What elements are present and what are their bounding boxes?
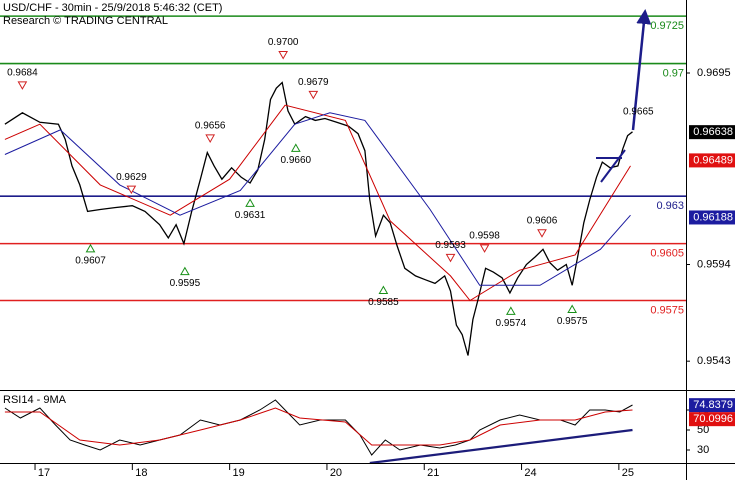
price-marker-label: 0.96638	[693, 126, 733, 138]
x-tick-label: 21	[427, 467, 439, 479]
price-marker	[689, 412, 735, 427]
y-tick-label: 50	[697, 424, 709, 436]
high-marker	[537, 229, 547, 238]
high-marker	[17, 81, 28, 90]
high-marker	[445, 253, 456, 263]
x-tick-label: 19	[233, 467, 245, 479]
high-label: 0.9684	[7, 67, 38, 78]
high-label: 0.9700	[268, 37, 299, 48]
level-label: 0.9605	[650, 248, 684, 260]
series-line	[4, 81, 633, 356]
low-marker	[505, 306, 516, 315]
price-marker-label: 70.0996	[693, 413, 733, 425]
series-line	[4, 104, 631, 302]
high-label: 0.9629	[116, 172, 147, 183]
high-marker	[308, 90, 319, 100]
series-line	[369, 428, 633, 463]
low-marker	[567, 304, 578, 314]
x-tick-label: 18	[135, 467, 147, 479]
high-label: 0.9656	[195, 121, 226, 132]
high-marker	[205, 134, 216, 143]
low-label: 0.9607	[75, 255, 106, 266]
low-marker	[85, 243, 96, 253]
x-tick-label: 20	[330, 467, 342, 479]
x-tick-label: 25	[622, 467, 634, 479]
price-marker	[689, 125, 735, 140]
high-label: 0.9679	[298, 77, 329, 88]
high-marker	[479, 244, 490, 253]
x-tick-label: 17	[38, 467, 50, 479]
price-marker	[689, 398, 735, 413]
y-tick-label: 0.9543	[697, 355, 731, 367]
high-marker	[126, 185, 137, 195]
panel-title: RSI14 - 9MA	[3, 394, 67, 406]
price-marker-label: 74.8379	[693, 399, 733, 411]
level-label: 0.963	[656, 200, 684, 212]
low-marker	[290, 143, 301, 152]
low-label: 0.9595	[170, 278, 201, 289]
y-tick-label: 0.9695	[697, 67, 731, 79]
series-line	[4, 407, 633, 446]
series-line	[4, 399, 633, 456]
high-label: 0.9598	[469, 231, 500, 242]
price-marker	[689, 210, 735, 225]
low-label: 0.9631	[235, 210, 266, 221]
low-label: 0.9585	[368, 297, 399, 308]
low-label: 0.9660	[281, 155, 312, 166]
low-label: 0.9574	[496, 318, 527, 329]
trend-line	[600, 149, 626, 183]
price-marker-label: 0.96188	[693, 211, 733, 223]
price-marker	[689, 153, 735, 168]
low-marker	[245, 198, 255, 207]
target-arrow	[631, 9, 652, 131]
x-tick-label: 24	[524, 467, 536, 479]
price-label: 0.9665	[623, 107, 654, 118]
chart-title: USD/CHF - 30min - 25/9/2018 5:46:32 (CET…	[3, 2, 222, 14]
y-tick-label: 30	[697, 444, 709, 456]
low-marker	[378, 285, 389, 295]
high-label: 0.9606	[527, 215, 558, 226]
chart-subtitle: Research © TRADING CENTRAL	[3, 15, 168, 27]
level-label: 0.97	[663, 67, 684, 79]
level-label: 0.9725	[650, 20, 684, 32]
y-tick-label: 0.9594	[697, 258, 731, 270]
level-label: 0.9575	[650, 304, 684, 316]
low-marker	[180, 266, 190, 276]
series-line	[4, 112, 631, 286]
low-label: 0.9575	[557, 316, 588, 327]
high-marker	[278, 51, 289, 60]
high-label: 0.9593	[435, 240, 466, 251]
price-marker-label: 0.96489	[693, 154, 733, 166]
